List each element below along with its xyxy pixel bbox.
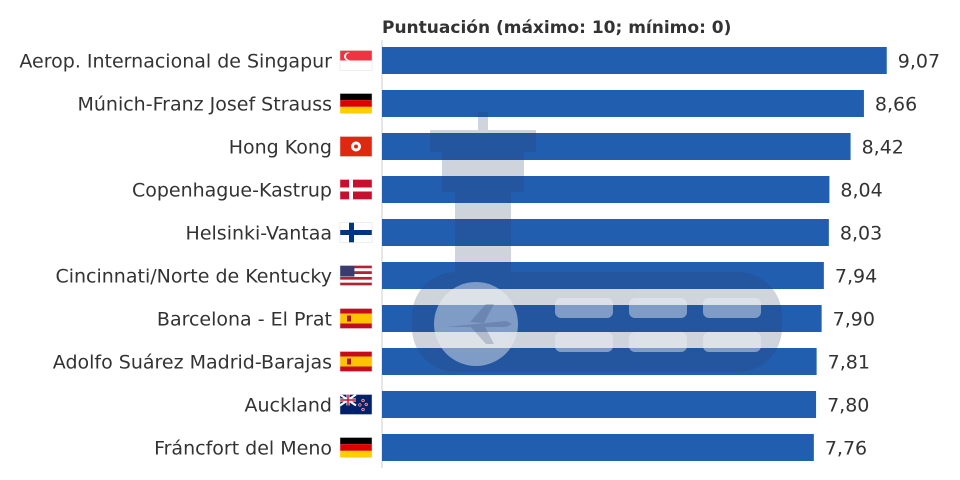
- value-label: 7,90: [833, 309, 875, 331]
- category-label: Cincinnati/Norte de Kentucky: [55, 266, 332, 288]
- category-label: Múnich-Franz Josef Strauss: [77, 94, 332, 116]
- bar-row: Fráncfort del Meno 7,76: [154, 434, 867, 461]
- bar: [382, 90, 864, 117]
- bar: [382, 133, 851, 160]
- category-label: Hong Kong: [229, 137, 332, 159]
- category-label: Fráncfort del Meno: [154, 438, 332, 460]
- value-label: 7,76: [825, 438, 867, 460]
- bar-row: Auckland 7,80: [244, 391, 869, 418]
- value-label: 7,80: [827, 395, 869, 417]
- bar: [382, 262, 824, 289]
- bar-row: Hong Kong 8,42: [229, 133, 904, 160]
- bar: [382, 305, 822, 332]
- bar-row: Barcelona - El Prat 7,90: [157, 305, 875, 332]
- category-label: Adolfo Suárez Madrid-Barajas: [53, 352, 332, 374]
- bar: [382, 219, 829, 246]
- bar-row: Copenhague-Kastrup 8,04: [132, 176, 883, 203]
- denmark-flag-icon: [339, 179, 373, 200]
- category-label: Aerop. Internacional de Singapur: [19, 51, 332, 73]
- hong-kong-flag-icon: [339, 136, 373, 157]
- axis-title: Puntuación (máximo: 10; mínimo: 0): [382, 18, 731, 38]
- usa-flag-icon: [339, 265, 373, 286]
- bar: [382, 391, 817, 418]
- bar-row: Adolfo Suárez Madrid-Barajas 7,81: [53, 348, 870, 375]
- chart-rows: Aerop. Internacional de Singapur 9,07 Múni…: [19, 47, 940, 461]
- bar-row: Cincinnati/Norte de Kentucky 7,94: [55, 262, 877, 289]
- bar: [382, 434, 814, 461]
- value-label: 8,42: [862, 137, 904, 159]
- value-label: 8,66: [875, 94, 917, 116]
- value-label: 8,04: [840, 180, 882, 202]
- finland-flag-icon: [339, 222, 373, 243]
- spain-flag-icon: [339, 351, 373, 372]
- bar-row: Aerop. Internacional de Singapur 9,07: [19, 47, 940, 74]
- spain-flag-icon: [339, 308, 373, 329]
- germany-flag-icon: [339, 93, 373, 114]
- new-zealand-flag-icon: [339, 393, 373, 415]
- category-label: Auckland: [244, 395, 332, 417]
- category-label: Barcelona - El Prat: [157, 309, 332, 331]
- germany-flag-icon: [339, 437, 373, 458]
- category-label: Helsinki-Vantaa: [186, 223, 332, 245]
- bar: [382, 176, 830, 203]
- bar: [382, 47, 887, 74]
- bar-row: Múnich-Franz Josef Strauss 8,66: [77, 90, 917, 117]
- value-label: 9,07: [898, 51, 940, 73]
- value-label: 7,81: [828, 352, 870, 374]
- category-label: Copenhague-Kastrup: [132, 180, 332, 202]
- value-label: 8,03: [840, 223, 882, 245]
- bar: [382, 348, 817, 375]
- singapore-flag-icon: [339, 50, 373, 71]
- bar-row: Helsinki-Vantaa 8,03: [186, 219, 882, 246]
- value-label: 7,94: [835, 266, 877, 288]
